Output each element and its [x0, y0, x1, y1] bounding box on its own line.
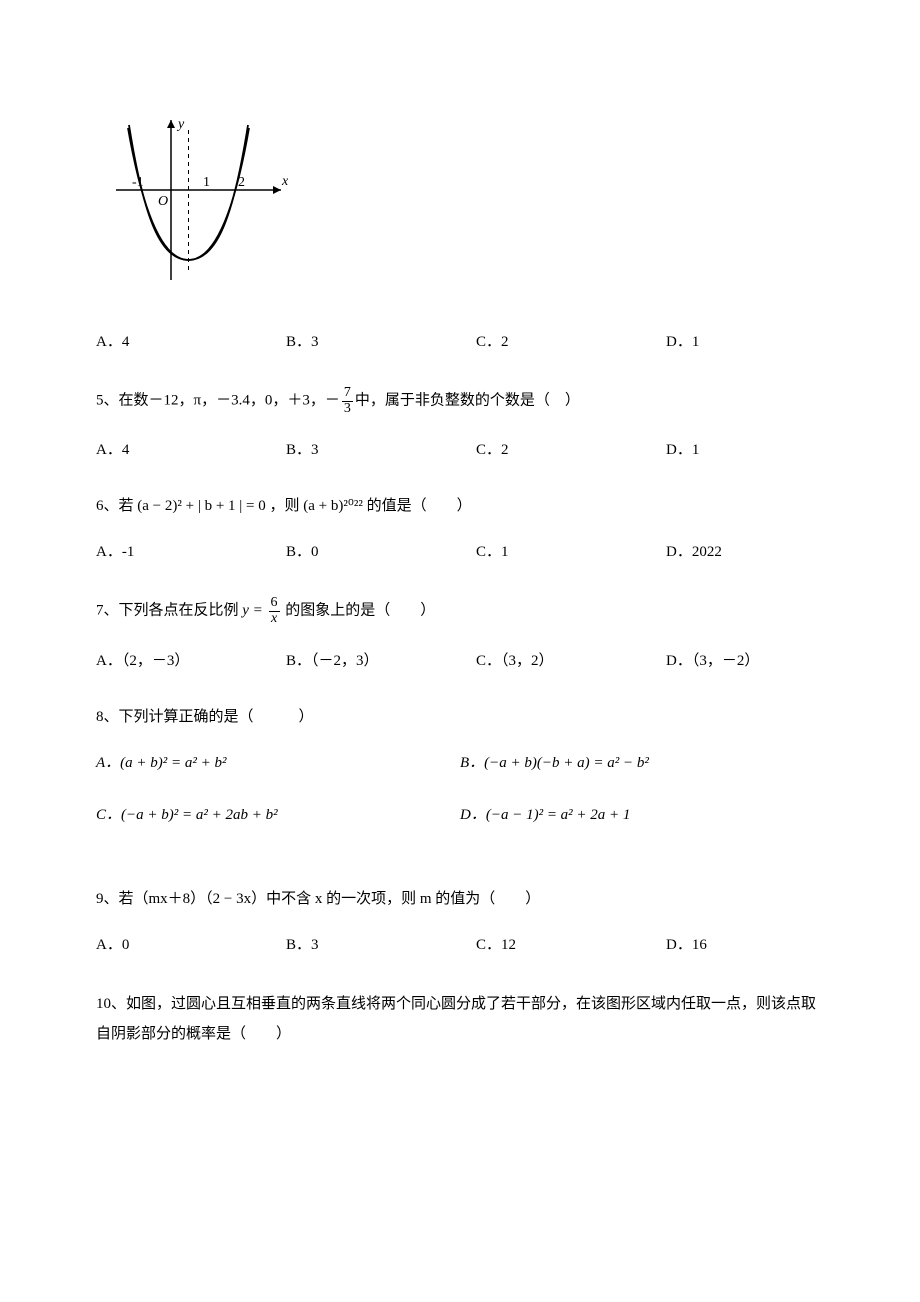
q8-option-b: B．(−a + b)(−b + a) = a² − b²	[460, 751, 824, 775]
q5-option-d: D．1	[666, 438, 699, 462]
q8-option-c: C．(−a + b)² = a² + 2ab + b²	[96, 803, 460, 827]
y-axis-label: y	[176, 117, 185, 132]
q7-option-d: D．（3，－2）	[666, 649, 759, 673]
q8-option-a: A．(a + b)² = a² + b²	[96, 751, 460, 775]
q5-frac-den: 3	[342, 402, 353, 417]
q6-option-c: C．1	[476, 540, 666, 564]
q7-option-b: B．（－2，3）	[286, 649, 476, 673]
graph-svg: -1 1 2 O y x	[96, 110, 296, 290]
q10-stem: 10、如图，过圆心且互相垂直的两条直线将两个同心圆分成了若干部分，在该图形区域内…	[96, 989, 824, 1049]
q7-stem: 7、下列各点在反比例 y = 6x 的图象上的是（ ）	[96, 596, 824, 626]
q7-option-a: A．（2，－3）	[96, 649, 286, 673]
q5-stem: 5、在数－12，π，－3.4，0，＋3，－73中，属于非负整数的个数是（ ）	[96, 386, 824, 416]
q7-fraction: 6x	[269, 596, 280, 626]
q5-options: A．4 B．3 C．2 D．1	[96, 438, 824, 462]
tick-neg1: -1	[132, 175, 144, 190]
q4-option-a: A．4	[96, 330, 286, 354]
q5-option-c: C．2	[476, 438, 666, 462]
q6-option-b: B．0	[286, 540, 476, 564]
q8-option-d: D．(−a − 1)² = a² + 2a + 1	[460, 803, 824, 827]
q7-frac-den: x	[269, 612, 280, 627]
q9-option-a: A．0	[96, 933, 286, 957]
q9-stem: 9、若（mx＋8）（2 − 3x）中不含 x 的一次项，则 m 的值为（ ）	[96, 887, 824, 911]
q6-option-a: A．-1	[96, 540, 286, 564]
q5-neg: －	[325, 393, 340, 409]
q7-frac-num: 6	[269, 596, 280, 612]
q4-option-c: C．2	[476, 330, 666, 354]
tick-2: 2	[238, 175, 245, 190]
q5-frac-num: 7	[342, 386, 353, 402]
origin-label: O	[158, 194, 168, 209]
q6-option-d: D．2022	[666, 540, 722, 564]
q8-stem: 8、下列计算正确的是（ ）	[96, 705, 824, 729]
q5-fraction: 73	[342, 386, 353, 416]
q4-option-b: B．3	[286, 330, 476, 354]
parabola-graph: -1 1 2 O y x	[96, 110, 824, 290]
q7-yeq: y =	[242, 603, 266, 619]
q9-option-c: C．12	[476, 933, 666, 957]
q6-options: A．-1 B．0 C．1 D．2022	[96, 540, 824, 564]
q9-options: A．0 B．3 C．12 D．16	[96, 933, 824, 957]
q7-stem-pre: 7、下列各点在反比例	[96, 603, 242, 619]
x-axis-label: x	[281, 174, 289, 189]
q8-options: A．(a + b)² = a² + b² B．(−a + b)(−b + a) …	[96, 751, 824, 855]
q6-stem: 6、若 (a − 2)² + | b + 1 | = 0 ，则 (a + b)²…	[96, 494, 824, 518]
q5-option-a: A．4	[96, 438, 286, 462]
q9-option-d: D．16	[666, 933, 707, 957]
q7-options: A．（2，－3） B．（－2，3） C．（3，2） D．（3，－2）	[96, 649, 824, 673]
q7-stem-post: 的图象上的是（ ）	[282, 603, 436, 619]
q7-option-c: C．（3，2）	[476, 649, 666, 673]
q4-options: A．4 B．3 C．2 D．1	[96, 330, 824, 354]
q9-stem-text: 9、若（mx＋8）（2 − 3x）中不含 x 的一次项，则 m 的值为（ ）	[96, 891, 540, 907]
q9-option-b: B．3	[286, 933, 476, 957]
q5-option-b: B．3	[286, 438, 476, 462]
q5-stem-pre: 5、在数－12，π，－3.4，0，＋3，	[96, 393, 325, 409]
tick-1: 1	[203, 175, 210, 190]
q5-stem-post: 中，属于非负整数的个数是（ ）	[355, 393, 580, 409]
q4-option-d: D．1	[666, 330, 699, 354]
